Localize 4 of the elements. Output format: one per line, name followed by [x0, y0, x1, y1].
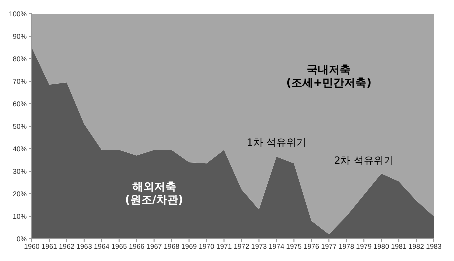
annotation: 1차 석유위기 [246, 138, 306, 149]
series-label: 해외저축 (원조/차관) [125, 180, 184, 207]
annotation: 2차 석유위기 [334, 156, 394, 167]
series-label: 국내저축 (조세+민간저축) [286, 64, 372, 90]
